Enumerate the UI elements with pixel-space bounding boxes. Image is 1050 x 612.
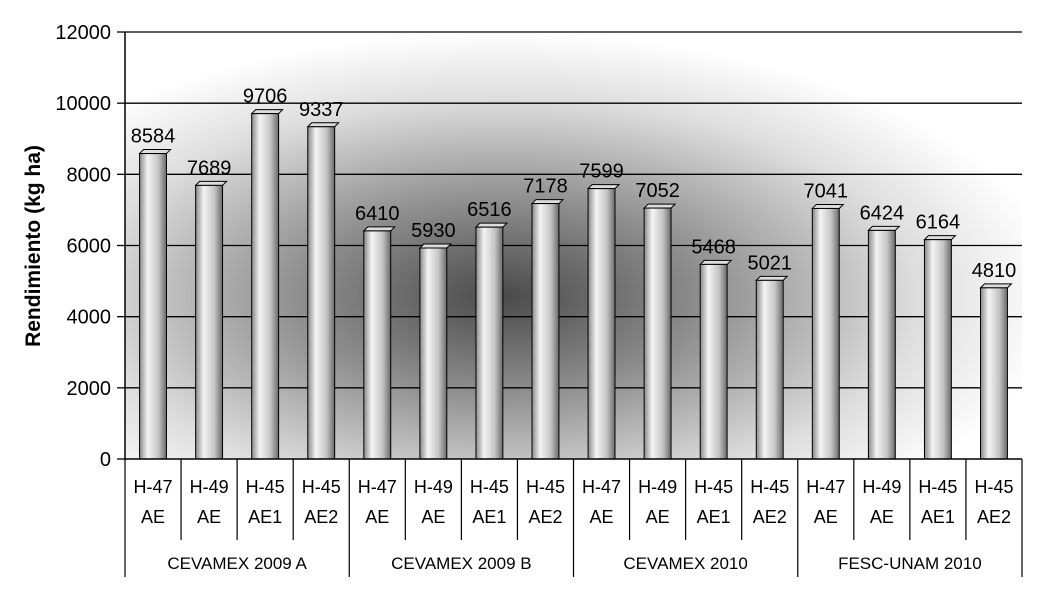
data-label: 7689	[187, 157, 232, 179]
group-label: CEVAMEX 2009 B	[391, 554, 531, 573]
data-label: 7599	[579, 161, 624, 183]
bar	[811, 207, 840, 460]
category-label-line2: AE1	[697, 507, 731, 527]
group-label: CEVAMEX 2009 A	[167, 554, 307, 573]
category-label-line1: H-45	[526, 477, 565, 497]
bar-top	[530, 199, 565, 205]
category-label-line1: H-49	[190, 477, 229, 497]
category-label-line1: H-45	[246, 477, 285, 497]
category-label-line1: H-45	[302, 477, 341, 497]
category-label-line1: H-45	[694, 477, 733, 497]
bar	[419, 247, 448, 460]
data-label: 5468	[691, 236, 736, 258]
category-label-line1: H-49	[414, 477, 453, 497]
bar	[251, 113, 280, 460]
bar	[307, 126, 336, 460]
group-label: FESC-UNAM 2010	[838, 554, 982, 573]
bar	[980, 287, 1008, 460]
bar-top	[138, 149, 172, 155]
bar-top	[194, 180, 228, 186]
category-label-line2: AE	[141, 507, 165, 527]
category-label-line1: H-45	[918, 477, 957, 497]
bar	[195, 184, 224, 460]
data-label: 9337	[299, 99, 344, 121]
data-label: 6516	[467, 199, 512, 221]
bar-top	[923, 235, 957, 241]
category-label-line2: AE2	[977, 507, 1011, 527]
category-label-line2: AE	[590, 507, 614, 527]
data-label: 8584	[131, 126, 176, 148]
category-label-line2: AE	[365, 507, 389, 527]
category-label-line1: H-49	[862, 477, 901, 497]
category-label-line2: AE1	[248, 507, 282, 527]
y-tick-label: 10000	[55, 93, 111, 115]
category-label-line2: AE1	[921, 507, 955, 527]
bar-top	[474, 222, 509, 228]
bar-top	[811, 203, 845, 209]
y-tick-label: 6000	[67, 236, 112, 258]
category-label-line2: AE1	[472, 507, 506, 527]
category-label-line1: H-47	[358, 477, 397, 497]
bars: 8584 7689 9706 9337 6410 5930 6516 7178 7599 7052…	[131, 86, 1017, 460]
y-tick-label: 2000	[67, 378, 112, 400]
bar-top	[250, 109, 284, 115]
category-label-line2: AE	[814, 507, 838, 527]
category-label-line1: H-45	[470, 477, 509, 497]
data-label: 7041	[804, 180, 849, 202]
category-label-line1: H-45	[750, 477, 789, 497]
bar-top	[586, 184, 621, 190]
bar	[363, 230, 392, 460]
y-tick-label: 12000	[55, 22, 111, 44]
category-label-line2: AE2	[304, 507, 338, 527]
bar-top	[642, 203, 677, 209]
data-label: 9706	[243, 86, 288, 108]
data-label: 7052	[635, 180, 680, 202]
bar	[923, 239, 952, 460]
data-label: 5930	[411, 220, 456, 242]
bar	[531, 203, 560, 460]
bar-top	[698, 259, 733, 265]
y-tick-label: 4000	[67, 307, 112, 329]
bar	[139, 153, 167, 460]
bar	[587, 188, 616, 460]
category-label-line2: AE	[421, 507, 445, 527]
bar-top	[755, 275, 789, 281]
data-label: 6424	[860, 202, 905, 224]
bar	[643, 207, 672, 460]
bar	[699, 263, 728, 460]
data-label: 6410	[355, 203, 400, 225]
bar-top	[362, 226, 396, 232]
category-label-line2: AE	[646, 507, 670, 527]
category-label-line2: AE2	[528, 507, 562, 527]
category-label-line1: H-45	[974, 477, 1013, 497]
category-label-line1: H-47	[806, 477, 845, 497]
bar-top	[418, 243, 453, 249]
data-label: 4810	[972, 260, 1017, 282]
bar	[475, 226, 504, 460]
data-label: 5021	[747, 252, 792, 274]
category-label-line2: AE	[197, 507, 221, 527]
bar	[867, 229, 896, 460]
bar	[755, 279, 784, 460]
category-label-line1: H-47	[134, 477, 173, 497]
bar-top	[306, 122, 340, 128]
y-tick-label: 0	[100, 449, 111, 471]
category-label-line1: H-49	[638, 477, 677, 497]
category-label-line1: H-47	[582, 477, 621, 497]
bar-top	[979, 283, 1013, 289]
data-label: 7178	[523, 176, 568, 198]
y-axis-label: Rendimiento (kg ha)	[22, 145, 45, 347]
group-label: CEVAMEX 2010	[623, 554, 747, 573]
bar-top	[867, 225, 901, 231]
category-label-line2: AE	[870, 507, 894, 527]
y-tick-label: 8000	[67, 164, 112, 186]
data-label: 6164	[916, 212, 961, 234]
category-label-line2: AE2	[753, 507, 787, 527]
axes: 0 2000 4000 6000 8000 10000 12000 H-47 AE H-49 AE H…	[55, 22, 1023, 577]
